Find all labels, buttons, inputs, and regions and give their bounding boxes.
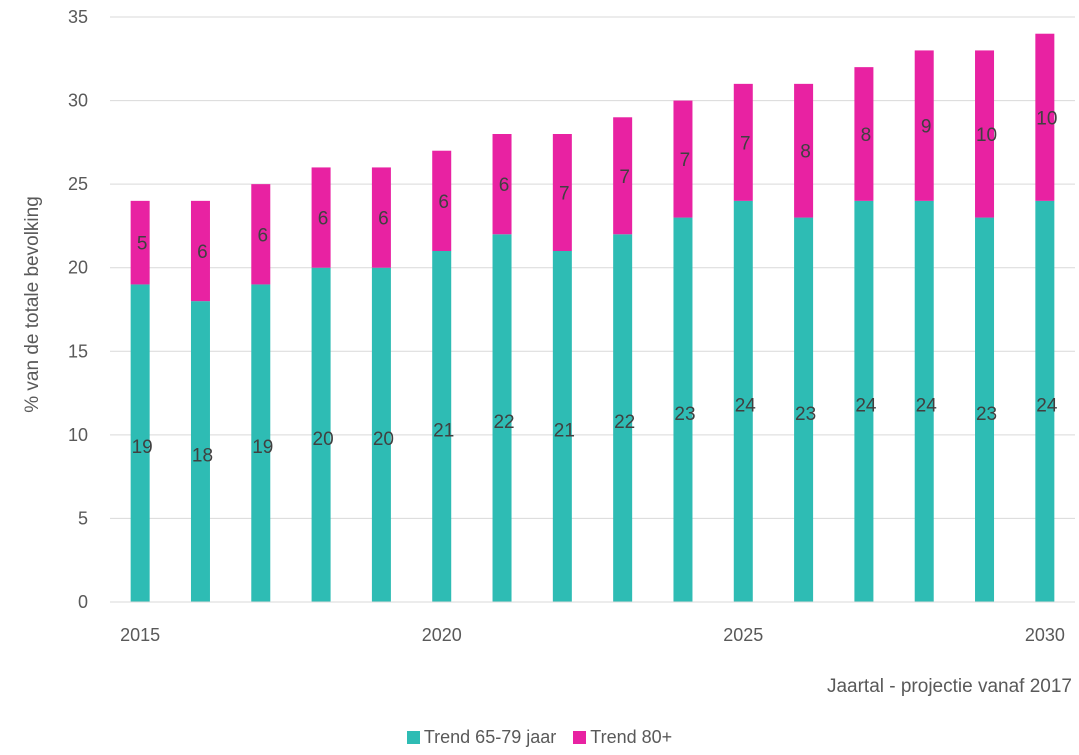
y-axis-title: % van de totale bevolking	[22, 196, 43, 413]
data-label: 24	[735, 395, 757, 416]
bar-segment	[130, 200, 150, 285]
bar-segment	[311, 167, 331, 268]
bar-segment	[854, 200, 874, 602]
bar-segment	[975, 50, 995, 218]
data-label: 23	[976, 404, 997, 425]
bar-segment	[794, 83, 814, 218]
x-axis-ticks: 2015 2020 2025 2030	[120, 625, 1065, 645]
data-label: 7	[619, 167, 630, 188]
x-tick-label: 2020	[422, 625, 462, 645]
data-label: 6	[257, 225, 268, 246]
y-tick-label: 10	[68, 425, 88, 445]
legend-label-series-2: Trend 80+	[590, 727, 673, 747]
bar-segment	[552, 134, 572, 251]
y-tick-label: 30	[68, 91, 88, 111]
data-label: 7	[680, 150, 691, 171]
y-tick-label: 15	[68, 341, 88, 361]
legend-swatch-series-1	[406, 731, 420, 744]
bar-segment	[251, 184, 271, 285]
data-label: 19	[252, 437, 273, 458]
data-label: 22	[493, 412, 514, 433]
data-label: 7	[559, 184, 570, 205]
data-label: 10	[1036, 108, 1057, 129]
bar-segment	[914, 200, 934, 602]
bars	[130, 33, 1055, 603]
legend-item-series-1: Trend 65-79 jaar	[406, 727, 557, 748]
data-label: 21	[433, 421, 454, 442]
bar-segment	[1035, 33, 1055, 201]
data-label: 20	[313, 429, 334, 450]
bar-segment	[492, 134, 512, 235]
bar-segment	[432, 251, 452, 602]
y-tick-label: 35	[68, 7, 88, 27]
bar-segment	[552, 251, 572, 602]
bar-segment	[794, 217, 814, 603]
data-label: 7	[740, 133, 751, 154]
data-label: 18	[192, 446, 213, 467]
data-label: 5	[137, 234, 148, 255]
bar-segment	[1035, 200, 1055, 602]
legend-swatch-series-2	[573, 731, 587, 744]
bar-segment	[613, 234, 633, 603]
y-axis-ticks: 0 5 10 15 20 25 30 35	[68, 7, 88, 612]
data-label: 24	[855, 395, 877, 416]
bar-segment	[371, 167, 391, 268]
bar-segment	[673, 100, 693, 218]
data-label: 19	[132, 437, 153, 458]
data-label: 20	[373, 429, 394, 450]
data-label: 21	[554, 421, 575, 442]
data-label: 6	[318, 209, 329, 230]
bar-segment	[190, 200, 210, 302]
legend-item-series-2: Trend 80+	[573, 727, 672, 748]
x-tick-label: 2030	[1025, 625, 1065, 645]
bar-segment	[613, 117, 633, 235]
bar-segment	[975, 217, 995, 603]
gridlines	[110, 16, 1075, 519]
data-label: 8	[800, 142, 811, 163]
legend-label-series-1: Trend 65-79 jaar	[423, 727, 557, 747]
data-label: 8	[861, 125, 872, 146]
bar-segment	[914, 50, 934, 201]
y-tick-label: 20	[68, 258, 88, 278]
data-label: 23	[674, 404, 695, 425]
data-label: 9	[921, 117, 932, 138]
bar-segment	[251, 284, 271, 602]
y-tick-label: 5	[78, 508, 88, 528]
bar-segment	[130, 284, 150, 602]
data-label: 24	[916, 395, 938, 416]
x-axis-title: Jaartal - projectie vanaf 2017	[827, 676, 1072, 697]
bar-segment	[432, 150, 452, 251]
bar-segment	[733, 200, 753, 602]
legend: Trend 65-79 jaar Trend 80+	[0, 727, 1079, 749]
bar-segment	[733, 83, 753, 201]
data-label: 10	[976, 125, 997, 146]
data-label: 23	[795, 404, 816, 425]
bar-segment	[311, 267, 331, 602]
bar-segment	[371, 267, 391, 602]
bar-segment	[190, 301, 210, 602]
data-label: 6	[438, 192, 449, 213]
data-label: 24	[1036, 395, 1058, 416]
bar-segment	[492, 234, 512, 603]
x-tick-label: 2025	[723, 625, 763, 645]
data-label: 6	[197, 242, 208, 263]
y-tick-label: 25	[68, 174, 88, 194]
bar-segment	[673, 217, 693, 603]
y-tick-label: 0	[78, 592, 88, 612]
data-label: 22	[614, 412, 635, 433]
bar-segment	[854, 67, 874, 201]
data-labels: 19 5 18 6 19 6 20 6 20 6 21 6 22 6 21 7 22 7 23 7 24 7 23 8 24 8 2…	[132, 108, 1058, 466]
data-label: 6	[378, 209, 389, 230]
x-tick-label: 2015	[120, 625, 160, 645]
data-label: 6	[499, 175, 510, 196]
